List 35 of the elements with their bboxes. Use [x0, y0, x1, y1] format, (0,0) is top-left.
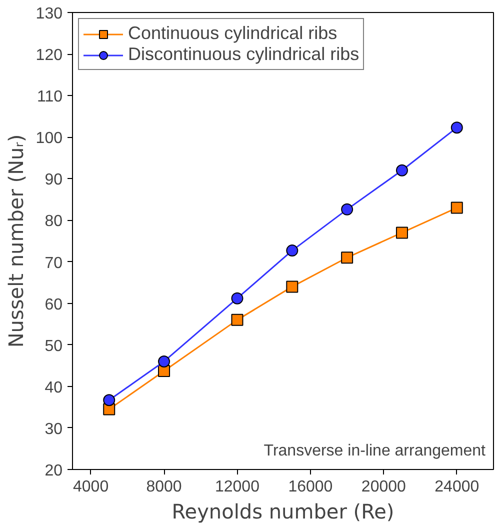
legend-label: Discontinuous cylindrical ribs: [128, 44, 360, 65]
x-tick-label: 24000: [434, 478, 480, 496]
x-tick-label: 16000: [288, 478, 333, 496]
y-tick-label: 80: [44, 213, 63, 230]
y-tick-label: 70: [44, 254, 63, 272]
y-tick-label: 100: [36, 130, 63, 148]
y-tick-label: 110: [36, 88, 63, 106]
y-tick-label: 50: [44, 338, 63, 355]
y-tick-label: 120: [36, 47, 63, 64]
point: [103, 394, 116, 406]
point: [341, 203, 354, 216]
y-tick-label: 60: [44, 296, 63, 314]
point: [450, 202, 463, 214]
annotation: Transverse in-line arrangement: [264, 442, 486, 460]
x-tick-label: 4000: [73, 478, 109, 496]
point: [286, 280, 298, 293]
y-axis-title: Nusselt number (Nuᵣ): [4, 134, 28, 348]
legend-label: Continuous cylindrical ribs: [128, 23, 338, 44]
point: [158, 355, 170, 368]
y-tick-label: 20: [44, 462, 63, 480]
y-tick-label: 40: [44, 379, 63, 396]
point: [231, 292, 244, 304]
x-tick-label: 8000: [146, 478, 182, 496]
x-tick-label: 20000: [361, 478, 406, 496]
point: [286, 244, 298, 257]
point: [341, 252, 354, 264]
point: [396, 226, 408, 239]
point: [231, 314, 244, 326]
y-tick-label: 30: [44, 420, 63, 438]
x-axis-title: Reynolds number (Re): [172, 500, 394, 524]
y-tick-label: 90: [44, 172, 63, 189]
point: [396, 164, 408, 176]
x-tick-label: 12000: [214, 478, 260, 496]
point: [450, 122, 463, 134]
y-tick-label: 130: [36, 6, 63, 22]
